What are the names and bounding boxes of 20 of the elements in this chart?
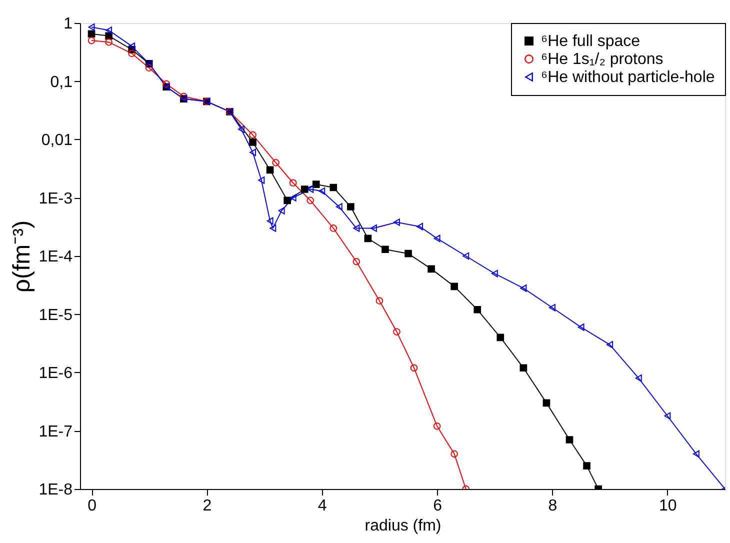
y-tick-label: 1E-3 <box>38 190 73 208</box>
x-tick-label: 6 <box>433 498 442 514</box>
y-tick-label: 0,01 <box>41 132 73 149</box>
y-axis-title: ρ(fm⁻³) <box>8 220 36 293</box>
y-tick-label: 1 <box>64 16 73 32</box>
x-tick-label: 0 <box>88 498 97 514</box>
legend-label: ⁶He full space <box>541 33 640 50</box>
y-tick-label: 1E-8 <box>38 482 73 498</box>
y-tick-label: 1E-4 <box>38 248 73 266</box>
y-tick-label: 1E-6 <box>38 365 73 382</box>
x-tick-label: 8 <box>548 498 558 514</box>
x-tick-label: 2 <box>202 498 212 514</box>
y-tick-label: 1E-5 <box>38 306 73 324</box>
x-axis-title: radius (fm) <box>364 518 442 534</box>
x-tick-label: 10 <box>659 498 677 514</box>
legend-label: ⁶He without particle-hole <box>541 69 715 86</box>
legend-label: ⁶He 1s₁/₂ protons <box>541 51 664 68</box>
x-tick-label: 4 <box>318 498 327 514</box>
y-tick-label: 0,1 <box>50 74 73 91</box>
y-tick-label: 1E-7 <box>38 423 73 440</box>
